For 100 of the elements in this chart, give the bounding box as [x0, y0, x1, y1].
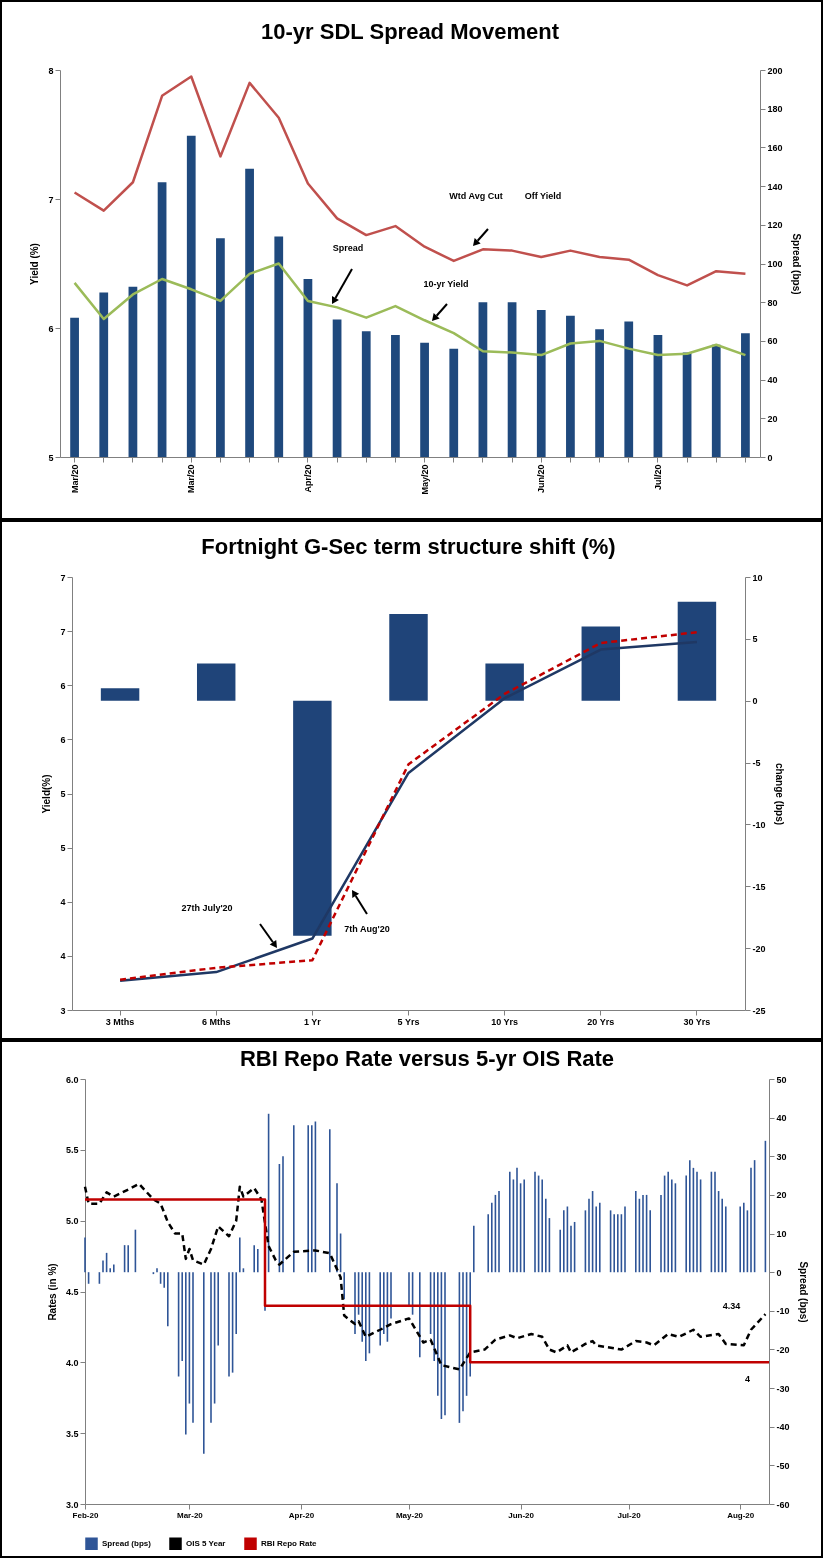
line-series [73, 262, 747, 357]
bar [595, 329, 604, 457]
bar [332, 319, 342, 457]
annotation: 7th Aug'20 [344, 924, 390, 934]
y-tick-label: 4 [60, 897, 66, 908]
bar [293, 700, 332, 936]
bar [420, 342, 429, 457]
y2-axis-title: Spread (bps) [790, 233, 802, 295]
y2-tick-label: -30 [776, 1383, 790, 1394]
bar [157, 182, 167, 457]
y2-tick-label: 30 [776, 1151, 787, 1162]
y2-tick-label: -50 [776, 1460, 790, 1471]
annotation: Spread [332, 243, 364, 253]
y2-tick-label: 160 [767, 142, 783, 153]
y-tick-label: 8 [48, 65, 54, 76]
y2-tick-label: 40 [767, 375, 778, 386]
y2-tick-label: 10 [752, 572, 763, 583]
bar [653, 335, 663, 457]
bar [196, 663, 236, 701]
x-tick-label: Mar/20 [186, 464, 197, 494]
y-axis-title: Yield(%) [41, 774, 53, 814]
x-tick-label: Mar/20 [69, 464, 80, 494]
x-tick-label: 10 Yrs [491, 1016, 519, 1027]
y-tick-label: 5.5 [65, 1145, 79, 1156]
chart-title: RBI Repo Rate versus 5-yr OIS Rate [239, 1046, 615, 1071]
bar [274, 236, 284, 457]
y-tick-label: 6.0 [65, 1074, 79, 1085]
bar [449, 348, 459, 457]
bar [100, 688, 140, 701]
x-tick-label: Apr/20 [302, 464, 313, 493]
x-tick-label: Jun-20 [508, 1510, 535, 1520]
y2-tick-label: -25 [752, 1005, 766, 1016]
y2-tick-label: -5 [752, 758, 761, 769]
y2-tick-label: 50 [776, 1074, 787, 1085]
y-axis-title: Yield (%) [29, 243, 41, 285]
y-tick-label: 4.0 [65, 1357, 79, 1368]
bar [361, 331, 371, 457]
y-tick-label: 7 [60, 626, 66, 637]
y2-tick-label: 5 [752, 634, 758, 645]
bar [391, 335, 400, 457]
x-tick-label: Jul/20 [652, 464, 663, 491]
annotation: Wtd Avg Cut [449, 191, 503, 201]
y2-tick-label: 100 [767, 259, 783, 269]
y2-tick-label: -15 [752, 881, 766, 892]
y2-tick-label: 0 [776, 1267, 782, 1278]
x-tick-label: Feb-20 [72, 1510, 99, 1520]
bar [536, 309, 546, 457]
bar [741, 333, 750, 457]
y-tick-label: 5 [60, 843, 66, 854]
legend-label: RBI Repo Rate [261, 1538, 318, 1548]
y2-tick-label: 20 [767, 413, 778, 424]
y2-tick-label: 20 [776, 1190, 787, 1201]
y2-tick-label: -20 [752, 943, 766, 954]
chart-title: Fortnight G-Sec term structure shift (%) [201, 534, 616, 559]
y2-tick-label: 60 [767, 336, 778, 347]
legend-label: Spread (bps) [102, 1538, 152, 1548]
y2-tick-label: -10 [752, 819, 766, 830]
y2-tick-label: -40 [776, 1422, 790, 1433]
x-tick-label: 3 Mths [105, 1016, 135, 1027]
bar [99, 292, 109, 457]
bar [186, 135, 196, 457]
x-tick-label: 20 Yrs [587, 1016, 615, 1027]
y2-axis-title: change (bps) [773, 762, 785, 826]
chart-title: 10-yr SDL Spread Movement [261, 19, 560, 44]
y-tick-label: 3.5 [65, 1428, 79, 1439]
x-tick-label: 5 Yrs [397, 1016, 420, 1027]
y2-tick-label: 0 [767, 452, 773, 463]
y-tick-label: 6 [60, 680, 66, 691]
annotation: 27th July'20 [181, 903, 233, 913]
y2-tick-label: 0 [752, 696, 758, 707]
y-tick-label: 6 [60, 734, 66, 745]
x-tick-label: Jun/20 [536, 464, 547, 494]
bar [303, 278, 313, 457]
x-tick-label: Jul-20 [617, 1510, 642, 1520]
y-tick-label: 3.0 [65, 1499, 79, 1510]
bar [677, 601, 717, 701]
annotation: 4 [744, 1374, 750, 1385]
y-tick-label: 3 [60, 1005, 66, 1016]
bar [507, 302, 517, 457]
y2-tick-label: -20 [776, 1344, 790, 1355]
bar [245, 168, 254, 457]
bar [389, 614, 428, 701]
annotation: Off Yield [524, 191, 562, 201]
line-series [73, 75, 747, 287]
y2-axis-title: Spread (bps) [797, 1261, 809, 1323]
y2-tick-label: 40 [776, 1113, 787, 1124]
bar [478, 302, 488, 457]
x-tick-label: Mar-20 [177, 1510, 204, 1520]
y-tick-label: 4.5 [65, 1287, 79, 1297]
y-tick-label: 4 [60, 951, 66, 962]
y2-tick-label: -60 [776, 1499, 790, 1510]
y-tick-label: 7 [60, 572, 66, 583]
y-tick-label: 5 [60, 789, 66, 799]
x-tick-label: May/20 [419, 464, 430, 495]
y2-tick-label: 200 [767, 65, 783, 76]
bar [624, 321, 634, 457]
x-tick-label: 1 Yr [303, 1016, 322, 1027]
bar [70, 317, 79, 457]
bar [711, 344, 721, 457]
y2-tick-label: 120 [767, 220, 783, 231]
